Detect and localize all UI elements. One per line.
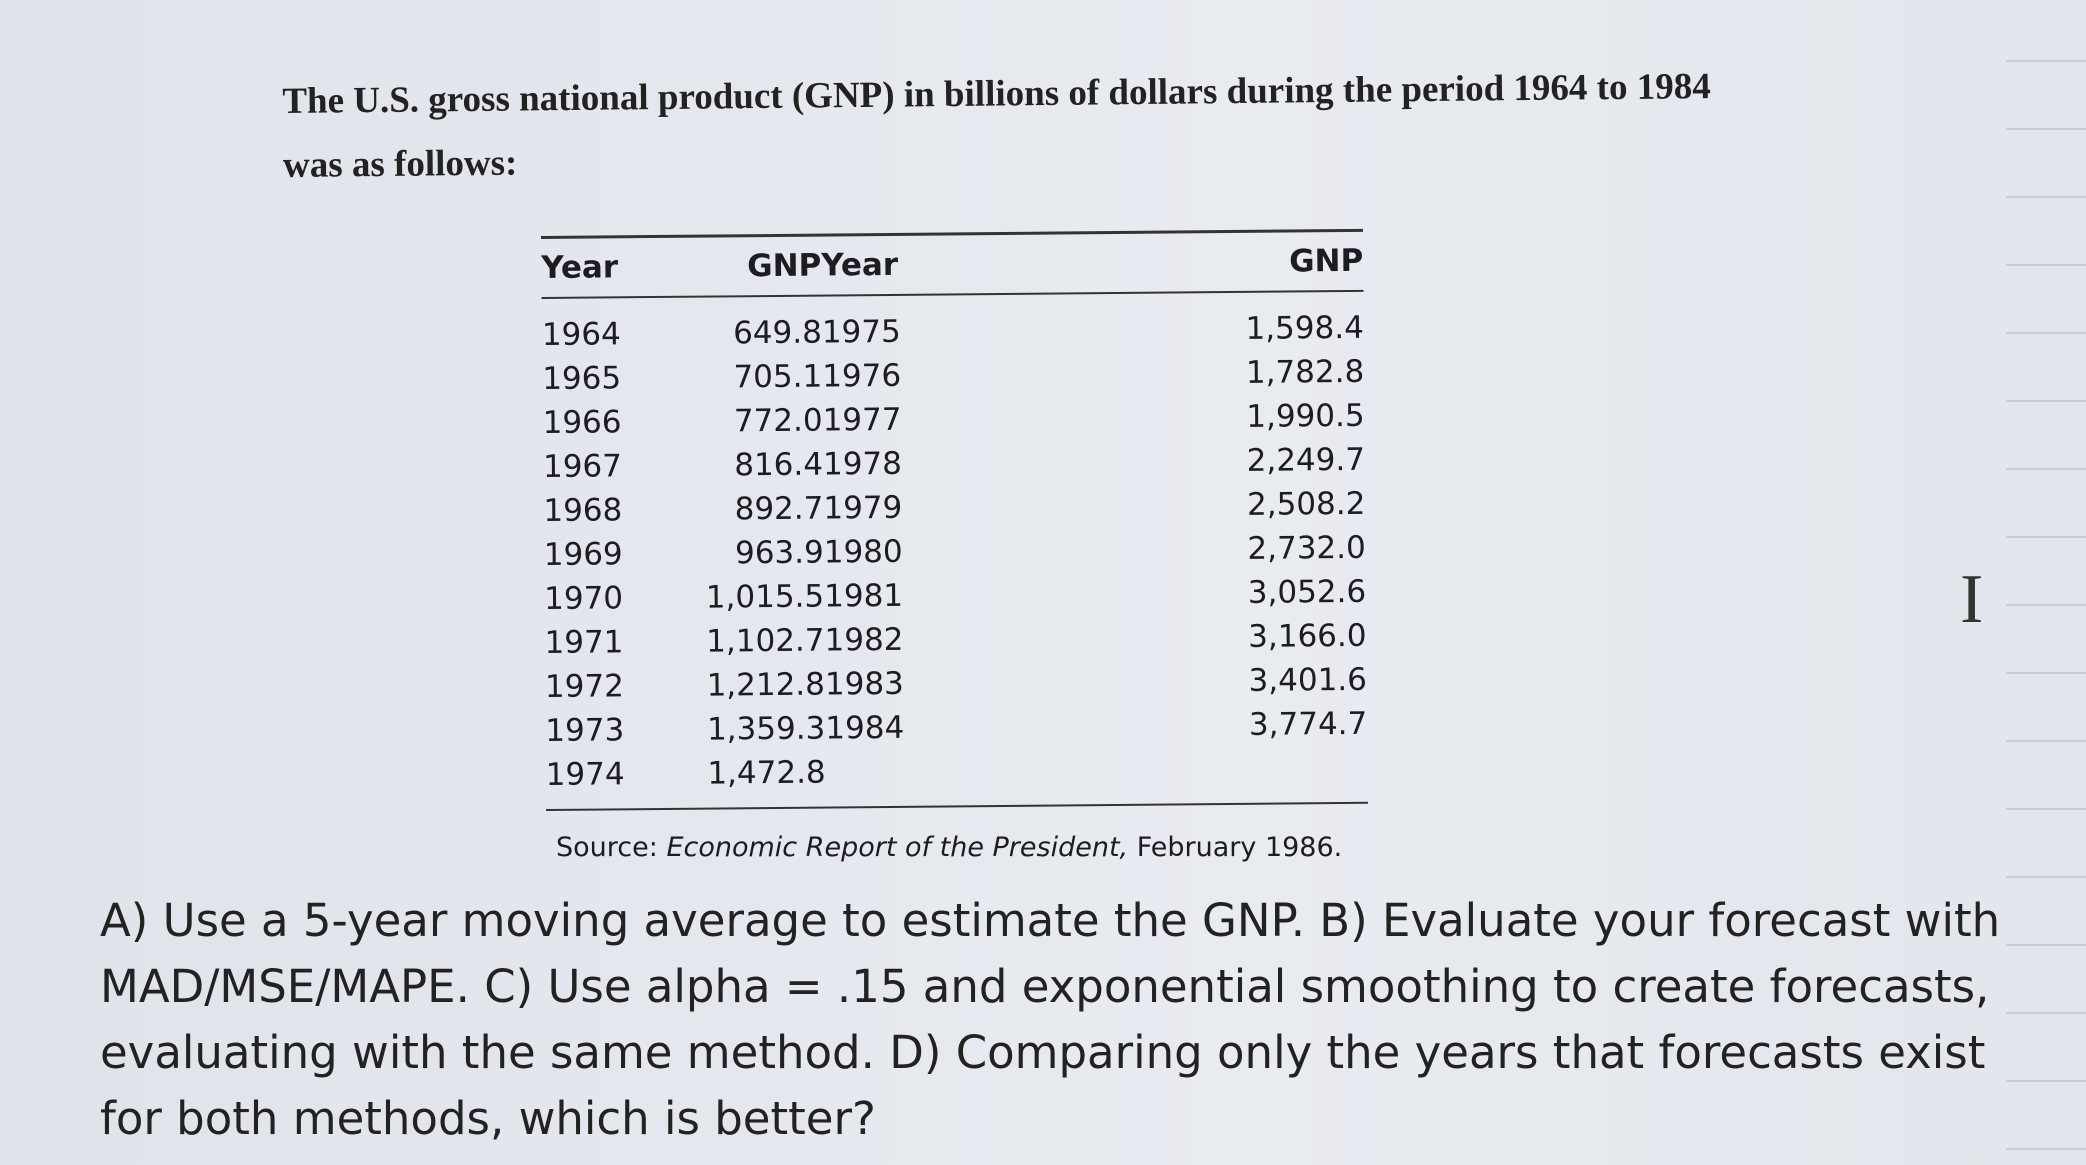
gnp-cell: 2,249.7 xyxy=(1246,441,1366,479)
gnp-cell: 2,508.2 xyxy=(1246,485,1366,523)
intro-text: The U.S. gross national product (GNP) in… xyxy=(282,66,1711,186)
gnp-cell: 772.0 xyxy=(733,402,823,440)
gnp-cell: 649.8 xyxy=(732,314,823,352)
side-line xyxy=(2006,944,2086,946)
header-cell: GNP xyxy=(1288,242,1364,280)
table-column: 1,598.4 1,782.8 1,990.5 2,249.7 2,508.2 2,732… xyxy=(1072,306,1368,793)
table-body: 1964 1965 1966 1967 1968 1969 1970 1971 1972 1973… xyxy=(542,292,1368,809)
gnp-cell: 2,732.0 xyxy=(1247,529,1366,567)
year-cell: 1972 xyxy=(544,668,624,705)
gnp-cell: 1,102.7 xyxy=(706,622,825,660)
gnp-cell: 892.7 xyxy=(734,490,824,528)
gnp-cell: 963.9 xyxy=(734,534,824,572)
side-line xyxy=(2006,876,2086,878)
year-cell: 1968 xyxy=(543,492,623,529)
side-line xyxy=(2006,60,2086,62)
year-cell: 1970 xyxy=(544,580,624,617)
year-cell: 1984 xyxy=(825,709,905,747)
year-cell: 1982 xyxy=(824,621,904,659)
year-cell: 1974 xyxy=(545,756,625,793)
gnp-cell: 705.1 xyxy=(733,358,823,396)
side-line xyxy=(2006,128,2086,130)
gnp-cell: 1,782.8 xyxy=(1245,353,1365,391)
year-cell: 1975 xyxy=(821,313,901,351)
year-cell: 1977 xyxy=(822,401,902,439)
side-line xyxy=(2006,264,2086,266)
table-column: 649.8 705.1 772.0 816.4 892.7 963.9 1,015.5 1,1… xyxy=(692,311,826,796)
table-column: 1964 1965 1966 1967 1968 1969 1970 1971 1972 1973… xyxy=(542,312,696,797)
gnp-cell: 1,359.3 xyxy=(706,710,826,748)
side-line xyxy=(2006,604,2086,606)
year-cell: 1971 xyxy=(544,624,624,661)
side-line xyxy=(2006,400,2086,402)
header-cell: Year xyxy=(821,246,899,284)
year-cell: 1966 xyxy=(542,404,622,441)
source-label: Source: xyxy=(556,832,658,863)
header-cell: GNP xyxy=(747,247,822,285)
year-cell: 1983 xyxy=(824,665,904,703)
text-cursor: I xyxy=(1960,561,1984,638)
header-cell: Year xyxy=(541,249,619,286)
year-cell: 1973 xyxy=(545,712,625,749)
gnp-cell: 3,774.7 xyxy=(1248,705,1368,743)
side-line xyxy=(2006,740,2086,742)
year-cell: 1978 xyxy=(822,445,903,483)
year-cell: 1976 xyxy=(822,357,902,395)
year-cell: 1964 xyxy=(541,316,621,353)
year-cell: 1979 xyxy=(823,489,903,527)
source-date: February 1986. xyxy=(1136,832,1343,863)
source-line: Source: Economic Report of the President… xyxy=(556,832,1342,863)
source-title: Economic Report of the President, xyxy=(666,832,1129,863)
gnp-cell: 1,212.8 xyxy=(706,666,826,704)
side-line xyxy=(2006,1148,2086,1150)
table-header: Year GNP Year GNP xyxy=(541,232,1363,297)
year-cell: 1969 xyxy=(543,536,623,573)
gnp-table: Year GNP Year GNP 1964 1965 1966 1967 1968 1969 1… xyxy=(541,228,1368,811)
gnp-cell: 816.4 xyxy=(734,446,824,484)
gnp-cell: 3,166.0 xyxy=(1248,617,1367,655)
gnp-cell: 1,598.4 xyxy=(1245,309,1364,347)
side-line xyxy=(2006,332,2086,334)
table-column: 1975 1976 1977 1978 1979 1980 1981 1982 1983 1984 xyxy=(822,308,1076,794)
year-cell: 1967 xyxy=(542,448,623,485)
side-line xyxy=(2006,672,2086,674)
year-cell: 1980 xyxy=(823,533,903,571)
side-line xyxy=(2006,808,2086,810)
side-line xyxy=(2006,196,2086,198)
side-line xyxy=(2006,468,2086,470)
year-cell: 1965 xyxy=(542,360,622,397)
gnp-cell: 1,472.8 xyxy=(707,754,826,792)
side-line xyxy=(2006,1012,2086,1014)
side-line xyxy=(2006,536,2086,538)
year-cell: 1981 xyxy=(824,577,904,615)
gnp-cell: 1,015.5 xyxy=(705,578,825,616)
gnp-cell: 3,401.6 xyxy=(1248,661,1368,699)
gnp-cell: 1,990.5 xyxy=(1246,397,1365,435)
side-line xyxy=(2006,1080,2086,1082)
gnp-cell: 3,052.6 xyxy=(1247,573,1367,611)
question-text: A) Use a 5-year moving average to estima… xyxy=(100,894,2001,1145)
